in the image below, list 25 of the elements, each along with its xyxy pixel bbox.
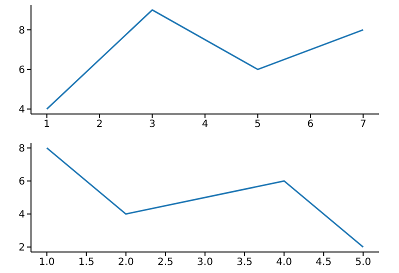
y-tick-label: 6 — [18, 64, 25, 76]
x-tick-label: 7 — [360, 119, 366, 130]
y-tick-label: 4 — [18, 104, 25, 116]
y-tick-label: 2 — [18, 242, 25, 254]
x-tick-label: 1.5 — [78, 257, 94, 268]
line-series — [46, 9, 364, 110]
x-tick-label: 5 — [254, 119, 261, 130]
x-tick-label: 4.5 — [316, 257, 332, 268]
y-tick-label: 6 — [18, 176, 25, 188]
x-tick-label: 1 — [44, 119, 50, 130]
x-tick-label: 2 — [96, 119, 103, 130]
x-tick-label: 5.0 — [355, 257, 372, 268]
y-tick-label: 8 — [18, 144, 25, 155]
x-tick-label: 1.0 — [38, 257, 55, 268]
x-tick-label: 2.5 — [158, 257, 174, 268]
y-tick-label: 8 — [18, 25, 25, 36]
x-tick-label: 3.0 — [197, 257, 213, 268]
y-tick-label: 4 — [18, 210, 25, 221]
x-tick-label: 2.0 — [118, 257, 134, 268]
x-tick-label: 4.0 — [276, 257, 292, 268]
x-tick-label: 3.5 — [236, 257, 252, 268]
x-tick-label: 4 — [202, 119, 208, 130]
line-series — [46, 147, 364, 248]
x-tick-label: 6 — [307, 119, 314, 130]
x-tick-label: 3 — [149, 119, 156, 130]
